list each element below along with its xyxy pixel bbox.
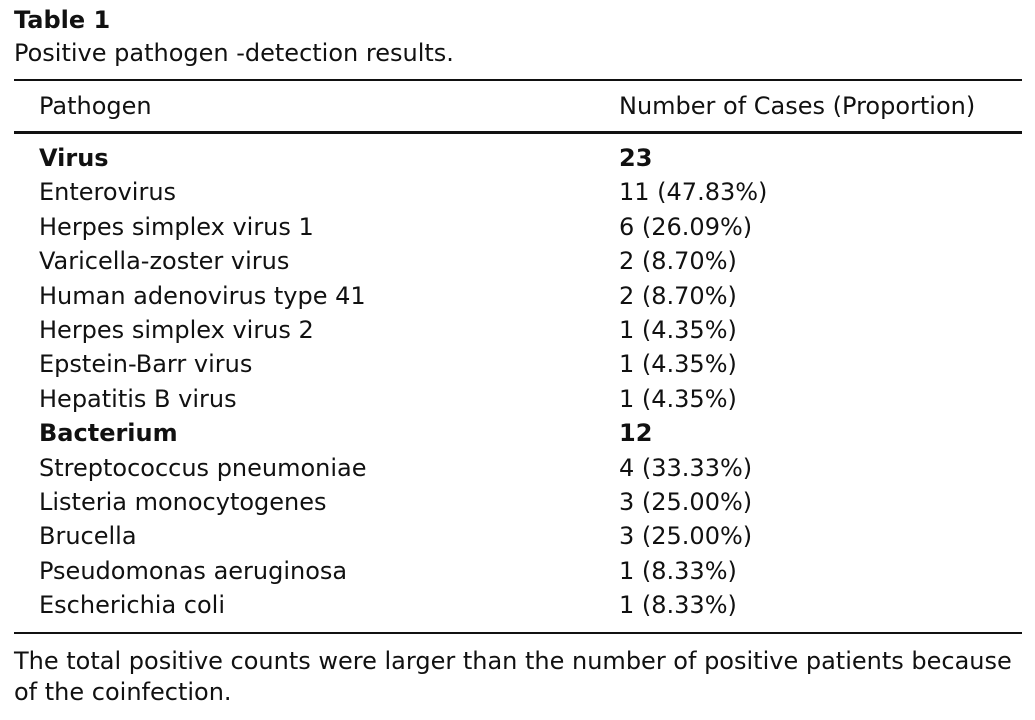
table-row: Hepatitis B virus 1 (4.35%) xyxy=(0,384,1035,418)
pathogen-cell: Varicella-zoster virus xyxy=(39,247,290,276)
cases-cell: 2 (8.70%) xyxy=(619,247,737,276)
cases-cell: 6 (26.09%) xyxy=(619,212,753,241)
table-row: Human adenovirus type 41 2 (8.70%) xyxy=(0,281,1035,315)
pathogen-cell: Pseudomonas aeruginosa xyxy=(39,556,348,585)
cases-cell: 1 (8.33%) xyxy=(619,556,737,585)
table-row: Brucella 3 (25.00%) xyxy=(0,521,1035,555)
pathogen-cell: Escherichia coli xyxy=(39,591,225,620)
pathogen-cell: Virus xyxy=(39,144,109,172)
cases-cell: 4 (33.33%) xyxy=(619,453,753,482)
group-row: Bacterium 12 xyxy=(0,418,1035,452)
group-row: Virus 23 xyxy=(0,143,1035,177)
table-row: Herpes simplex virus 2 1 (4.35%) xyxy=(0,315,1035,349)
table-row: Epstein-Barr virus 1 (4.35%) xyxy=(0,349,1035,383)
cases-cell: 1 (8.33%) xyxy=(619,591,737,620)
pathogen-cell: Streptococcus pneumoniae xyxy=(39,453,367,482)
cases-cell: 1 (4.35%) xyxy=(619,384,737,413)
table-caption: Positive pathogen -detection results. xyxy=(14,39,454,67)
bottom-rule xyxy=(14,632,1022,634)
table-row: Varicella-zoster virus 2 (8.70%) xyxy=(0,246,1035,280)
table-row: Escherichia coli 1 (8.33%) xyxy=(0,590,1035,624)
header-cases: Number of Cases (Proportion) xyxy=(619,92,976,120)
cases-cell: 3 (25.00%) xyxy=(619,522,753,551)
cases-cell: 1 (4.35%) xyxy=(619,316,737,344)
cases-cell: 1 (4.35%) xyxy=(619,350,737,379)
table-row: Listeria monocytogenes 3 (25.00%) xyxy=(0,487,1035,521)
header-pathogen: Pathogen xyxy=(39,92,152,120)
pathogen-cell: Brucella xyxy=(39,522,137,551)
pathogen-cell: Herpes simplex virus 1 xyxy=(39,212,314,241)
table-row: Pseudomonas aeruginosa 1 (8.33%) xyxy=(0,556,1035,590)
cases-cell: 12 xyxy=(619,419,653,448)
cases-cell: 23 xyxy=(619,144,653,172)
cases-cell: 3 (25.00%) xyxy=(619,488,753,516)
pathogen-cell: Hepatitis B virus xyxy=(39,384,237,413)
pathogen-cell: Epstein-Barr virus xyxy=(39,350,253,379)
table-row: Herpes simplex virus 1 6 (26.09%) xyxy=(0,212,1035,246)
pathogen-cell: Herpes simplex virus 2 xyxy=(39,316,314,344)
top-rule xyxy=(14,79,1022,81)
pathogen-cell: Human adenovirus type 41 xyxy=(39,281,366,310)
table-row: Enterovirus 11 (47.83%) xyxy=(0,177,1035,211)
cases-cell: 11 (47.83%) xyxy=(619,178,768,207)
table-footnote: The total positive counts were larger th… xyxy=(14,647,1012,706)
pathogen-cell: Listeria monocytogenes xyxy=(39,488,327,516)
pathogen-cell: Enterovirus xyxy=(39,178,177,207)
header-rule xyxy=(14,131,1022,134)
table-row: Streptococcus pneumoniae 4 (33.33%) xyxy=(0,453,1035,487)
cases-cell: 2 (8.70%) xyxy=(619,281,737,310)
table-header-row: Pathogen Number of Cases (Proportion) xyxy=(0,91,1035,123)
pathogen-cell: Bacterium xyxy=(39,419,178,448)
table-label: Table 1 xyxy=(14,6,111,34)
